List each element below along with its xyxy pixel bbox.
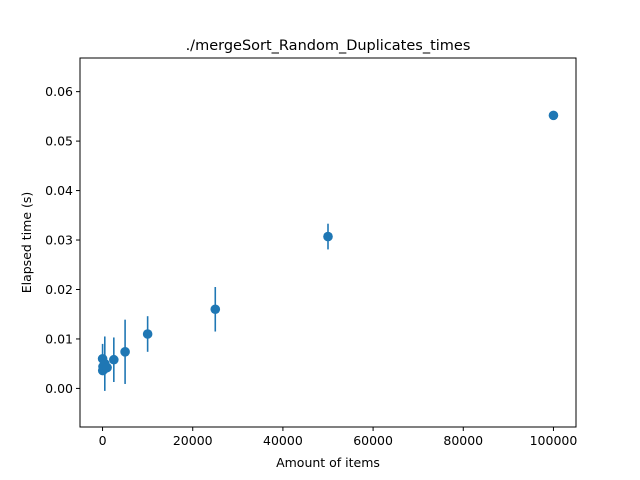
x-tick-label: 40000 <box>263 433 303 448</box>
y-tick-label: 0.01 <box>45 331 73 346</box>
plot-frame <box>79 57 577 428</box>
data-point <box>323 231 333 242</box>
y-tick-label: 0.04 <box>45 183 73 198</box>
data-point <box>210 304 221 315</box>
y-tick-label: 0.05 <box>45 134 73 149</box>
plot-area <box>97 110 559 391</box>
x-tick-label: 60000 <box>353 433 393 448</box>
x-axis-label: Amount of items <box>276 455 380 470</box>
x-tick-label: 80000 <box>443 433 483 448</box>
y-tick-label: 0.00 <box>45 381 73 396</box>
y-axis: 0.00 0.01 0.02 0.03 0.04 0.05 0.06 <box>45 84 80 396</box>
y-tick-label: 0.06 <box>45 84 73 99</box>
chart-title: ./mergeSort_Random_Duplicates_times <box>186 38 471 54</box>
x-tick-label: 100000 <box>530 433 578 448</box>
x-tick-label: 20000 <box>173 433 213 448</box>
data-point <box>120 347 130 357</box>
data-point <box>109 354 119 365</box>
y-tick-label: 0.02 <box>45 282 73 297</box>
y-axis-label: Elapsed time (s) <box>19 192 34 294</box>
data-point <box>142 329 153 339</box>
y-tick-label: 0.03 <box>45 233 73 248</box>
x-axis: 0 20000 40000 60000 80000 100000 <box>99 427 578 448</box>
data-point <box>548 110 559 121</box>
data-point <box>102 362 112 373</box>
x-tick-label: 0 <box>99 433 107 448</box>
